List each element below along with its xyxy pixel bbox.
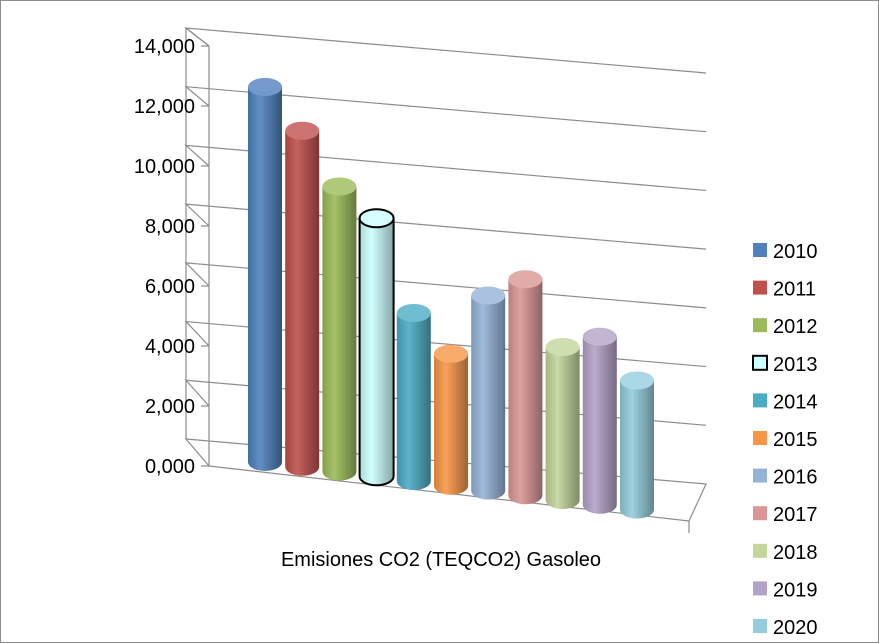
- legend-label-2017: 2017: [773, 504, 818, 526]
- bar-top-2015: [434, 344, 468, 363]
- bar-top-2013: [358, 208, 395, 229]
- bar-top-2012: [322, 177, 357, 196]
- legend: 2010 2011 2012 2013 2014 2015 2016 2017 2018 2019…: [752, 241, 818, 639]
- bar-2017: [508, 270, 543, 505]
- legend-label-2013: 2013: [773, 354, 818, 376]
- bar-top-2017: [508, 270, 543, 289]
- category-label: Emisiones CO2 (TEQCO2) Gasoleo: [281, 549, 601, 571]
- y-tick-label: 2,000: [145, 396, 195, 418]
- legend-swatch-2010: [753, 243, 767, 257]
- y-tick-label: 4,000: [145, 336, 195, 358]
- legend-label-2015: 2015: [773, 429, 818, 451]
- bar-body-2013: [358, 217, 395, 487]
- bar-top-2010: [248, 78, 282, 96]
- bar-top-2011: [285, 121, 320, 140]
- y-axis: 0,000 2,000 4,000 6,000 8,000 10,000 12,000 14,…: [134, 36, 209, 478]
- bar-top-2020: [620, 371, 654, 390]
- bar-2020: [620, 371, 654, 519]
- gridline: [184, 85, 707, 133]
- bar-2013: [358, 208, 395, 487]
- y-tick-label: 8,000: [145, 216, 195, 238]
- bar-body-2020: [620, 380, 654, 519]
- y-tick-label: 6,000: [145, 276, 195, 298]
- legend-label-2014: 2014: [773, 391, 818, 413]
- bar-top-2019: [582, 327, 617, 346]
- bar-top-2018: [545, 338, 580, 356]
- bar-body-2011: [285, 130, 320, 476]
- bar-2015: [434, 344, 468, 495]
- bar-2014: [396, 304, 431, 490]
- y-tick-label: 0,000: [145, 456, 195, 478]
- bar-2016: [471, 286, 506, 500]
- legend-label-2016: 2016: [773, 467, 818, 489]
- gridline: [184, 203, 707, 250]
- bar-2010: [248, 78, 282, 471]
- bar-2012: [322, 177, 357, 481]
- bar-top-2016: [471, 286, 506, 305]
- gridline: [184, 144, 707, 192]
- legend-label-2019: 2019: [773, 579, 818, 601]
- bar-body-2015: [434, 353, 468, 495]
- bar-2011: [285, 121, 320, 476]
- legend-swatch-2015: [753, 431, 767, 445]
- bar-body-2014: [396, 313, 431, 490]
- bar-body-2016: [471, 295, 506, 500]
- bar-top-2014: [396, 304, 431, 322]
- bar-body-2019: [582, 336, 617, 514]
- legend-label-2010: 2010: [773, 241, 818, 263]
- bar-body-2017: [508, 279, 543, 505]
- legend-swatch-2016: [753, 468, 767, 483]
- bar-body-2010: [248, 87, 282, 471]
- chart-bars: [248, 78, 654, 519]
- legend-swatch-2014: [753, 393, 767, 408]
- legend-swatch-2018: [753, 543, 767, 558]
- legend-swatch-2013: [752, 354, 768, 371]
- legend-label-2011: 2011: [773, 279, 816, 301]
- y-tick-label: 14,000: [134, 36, 195, 58]
- legend-label-2012: 2012: [773, 316, 818, 338]
- bar-body-2018: [545, 347, 580, 510]
- legend-swatch-2017: [753, 506, 767, 521]
- bar-2018: [545, 338, 580, 510]
- x-axis: Emisiones CO2 (TEQCO2) Gasoleo: [281, 549, 601, 571]
- y-tick-label: 12,000: [134, 96, 195, 118]
- legend-swatch-2020: [753, 619, 767, 633]
- chart-gridlines: [184, 27, 707, 426]
- bar-body-2012: [322, 186, 357, 481]
- bar-2019: [582, 327, 617, 514]
- gridline: [184, 27, 707, 74]
- legend-swatch-2019: [753, 581, 767, 596]
- legend-swatch-2012: [753, 318, 767, 333]
- legend-label-2018: 2018: [773, 542, 818, 564]
- legend-label-2020: 2020: [773, 617, 818, 639]
- y-tick-label: 10,000: [134, 156, 195, 178]
- legend-swatch-2011: [753, 280, 767, 295]
